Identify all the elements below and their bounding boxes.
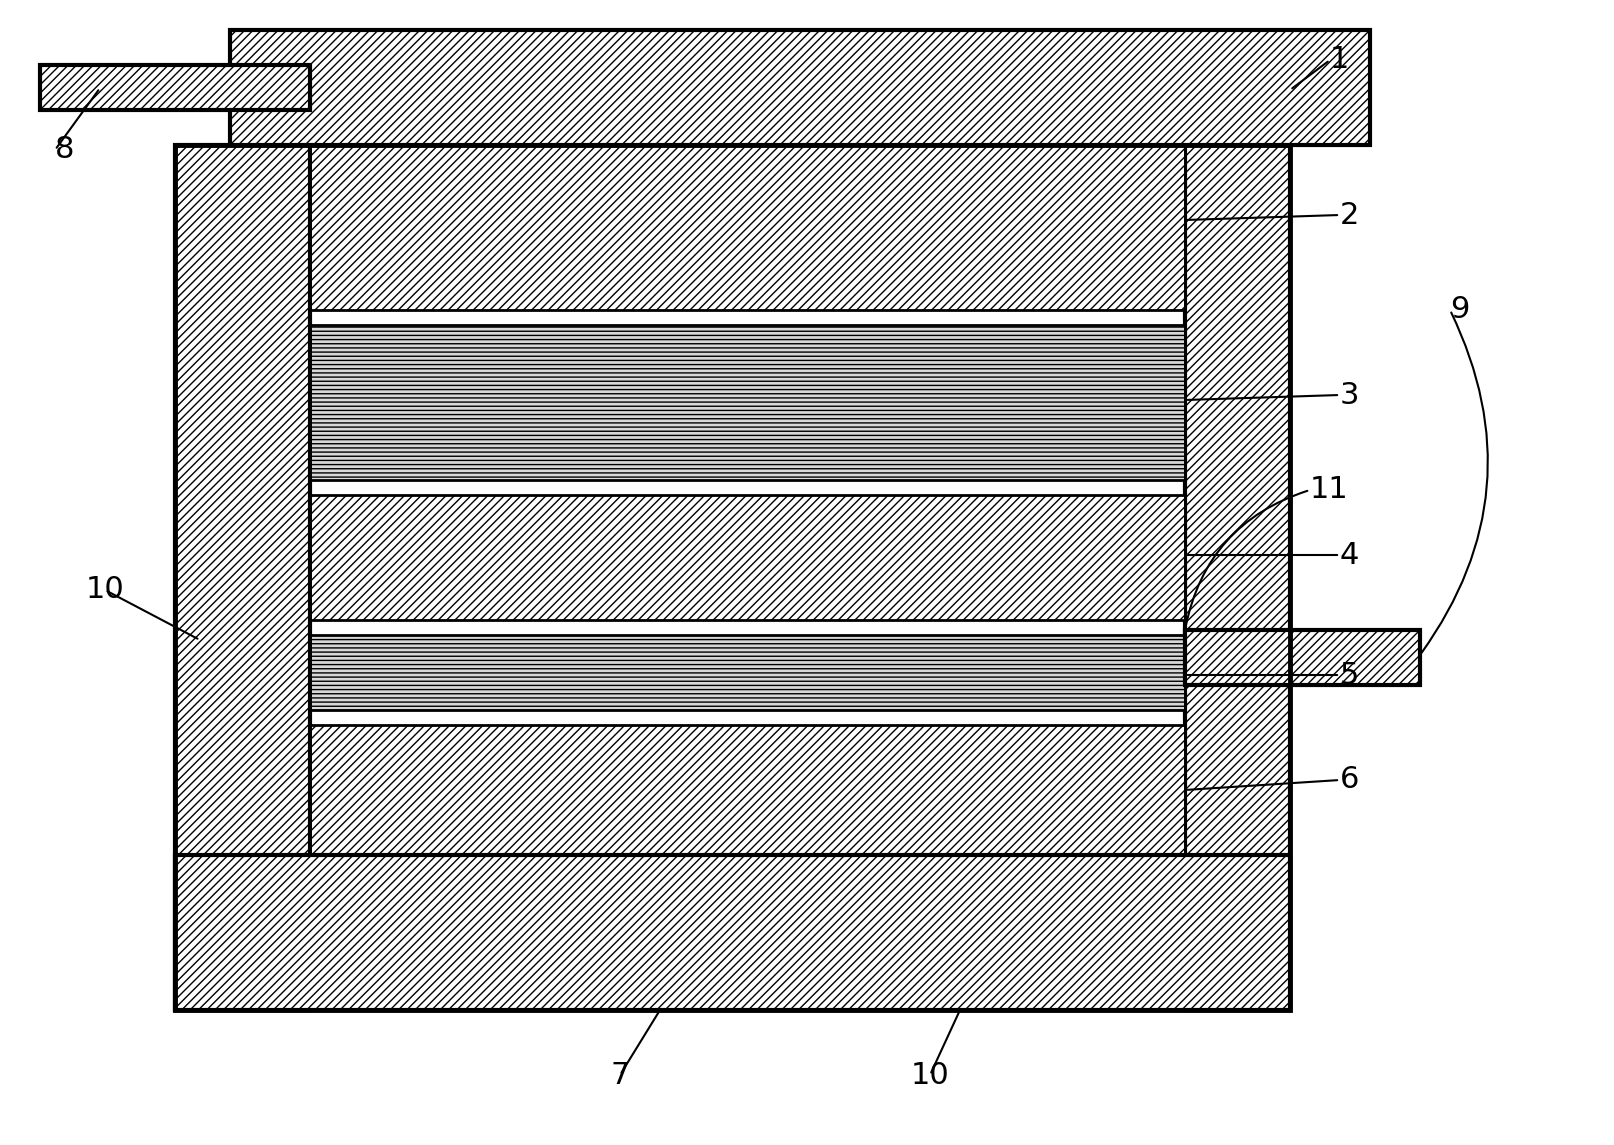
- Text: 8: 8: [55, 135, 74, 165]
- Bar: [310, 635, 1185, 710]
- Bar: [310, 145, 1185, 855]
- Text: 5: 5: [1340, 661, 1359, 689]
- Bar: [174, 855, 1290, 1010]
- Text: 11: 11: [1311, 475, 1349, 505]
- Bar: [310, 325, 1185, 480]
- Bar: [1185, 145, 1290, 1010]
- Bar: [1185, 630, 1420, 685]
- Bar: [174, 145, 310, 1010]
- Text: 6: 6: [1340, 766, 1359, 795]
- Bar: [310, 145, 1185, 310]
- Text: 2: 2: [1340, 200, 1359, 229]
- Text: 7: 7: [610, 1060, 629, 1090]
- Bar: [40, 65, 310, 110]
- Bar: [310, 725, 1185, 855]
- Text: 4: 4: [1340, 540, 1359, 569]
- Bar: [310, 495, 1185, 619]
- Text: 3: 3: [1340, 380, 1359, 410]
- Text: 9: 9: [1449, 295, 1469, 324]
- Bar: [231, 30, 1370, 145]
- Text: 1: 1: [1330, 46, 1349, 74]
- Bar: [174, 145, 1290, 1010]
- Text: 10: 10: [86, 576, 124, 605]
- Text: 10: 10: [910, 1060, 949, 1090]
